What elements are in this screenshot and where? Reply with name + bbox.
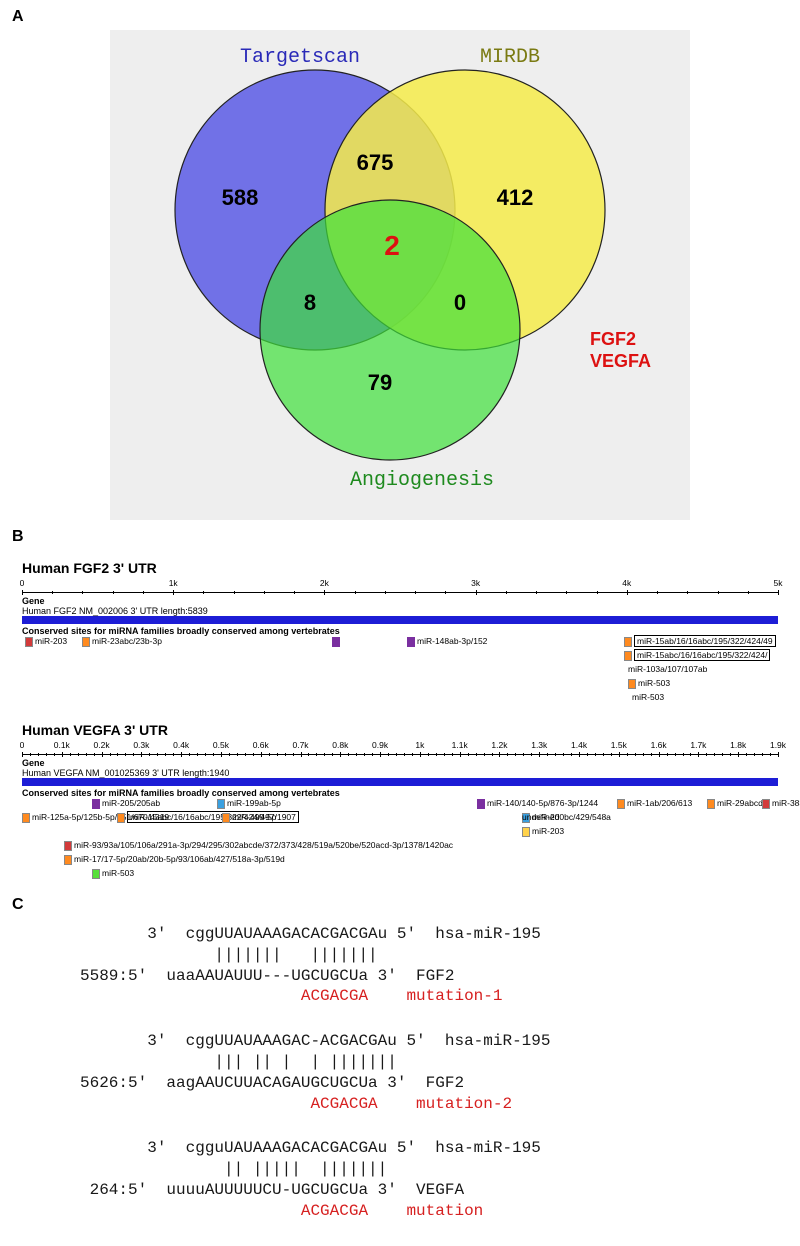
mir-site: miR-93/93a/105/106a/291a-3p/294/295/302a… [64,840,453,851]
venn-count: 0 [454,290,466,315]
mir-site: miR-203 [25,636,67,647]
axis-tick-label: 3k [471,578,480,588]
axis-tick-label: 1.2k [491,740,507,750]
mir-site: miR-383 [762,798,800,809]
fgf2-mir-tracks: miR-203 miR-23abc/23b-3p miR-148ab-3p/152 m… [22,636,778,706]
axis-tick-label: 0.8k [332,740,348,750]
mir-site: miR-503 [628,678,670,689]
axis-tick-label: 0.2k [94,740,110,750]
axis-tick-label: 1.5k [611,740,627,750]
vegfa-axis: 0 0.1k 0.2k 0.3k 0.4k 0.5k 0.6k 0.7k 0.8k 0.9k 1k 1… [22,740,778,758]
axis-tick-label: 0.9k [372,740,388,750]
mir-site: miR-499-5p [222,812,276,823]
venn-svg: Targetscan MIRDB Angiogenesis 588 675 412 2 8 0 7… [120,40,680,500]
axis-tick-label: 5k [774,578,783,588]
fgf2-axis: 01k2k3k4k5k [22,578,778,596]
venn-result-label: FGF2 [590,329,636,349]
gene-heading-v: Gene [22,758,778,768]
alignment-block: 3' cgguUAUAAAGACACGACGAu 5' hsa-miR-195 … [80,1138,720,1221]
mir-site: miR-503 [632,692,664,702]
vegfa-utr-section: Human VEGFA 3' UTR 0 0.1k 0.2k 0.3k 0.4k 0.5k… [0,712,800,888]
fgf2-gene-bar [22,616,778,624]
axis-tick-label: 0 [20,740,25,750]
axis-tick-label: 4k [622,578,631,588]
mir-site: miR-103a/107/107ab [628,664,707,674]
venn-count: 588 [222,185,259,210]
mir-site: miR-205/205ab [92,798,160,809]
mir-site: miR-23abc/23b-3p [82,636,162,647]
panel-c-label: C [12,896,800,914]
mir-site: miR-140/140-5p/876-3p/1244 [477,798,598,809]
venn-set-label: Targetscan [240,46,360,69]
axis-tick-label: 1.6k [651,740,667,750]
axis-tick-label: 1.7k [690,740,706,750]
venn-count: 675 [357,150,394,175]
axis-tick-label: 1.4k [571,740,587,750]
venn-set-label: Angiogenesis [350,469,494,492]
axis-tick-label: 1.8k [730,740,746,750]
vegfa-mir-tracks: miR-205/205ab miR-199ab-5p miR-140/140-5p/… [22,798,778,882]
axis-tick-label: 1k [169,578,178,588]
venn-count: 8 [304,290,316,315]
venn-count: 2 [384,230,400,261]
gene-heading: Gene [22,596,778,606]
vegfa-title: Human VEGFA 3' UTR [22,722,778,738]
alignment-section: 3' cggUUAUAAAGACACGACGAu 5' hsa-miR-195 … [80,924,720,1222]
axis-tick-label: 1.1k [452,740,468,750]
alignment-block: 3' cggUUAUAAAGAC-ACGACGAu 5' hsa-miR-195… [80,1031,720,1114]
venn-container: Targetscan MIRDB Angiogenesis 588 675 412 2 8 0 7… [110,30,690,520]
alignment-block: 3' cggUUAUAAAGACACGACGAu 5' hsa-miR-195 … [80,924,720,1007]
mir-site: miR-203 [522,826,564,837]
mir-site: miR-15ab/16/16abc/195/322/424/49 [624,636,776,647]
mir-site [332,636,342,647]
fgf2-utr-section: Human FGF2 3' UTR 0 1k 2k 3k 4k 5k Gene Human… [0,550,800,712]
axis-tick-label: 0.5k [213,740,229,750]
vegfa-gene-bar [22,778,778,786]
venn-count: 79 [368,370,392,395]
axis-tick-label: 0.3k [133,740,149,750]
axis-tick-label: 1k [415,740,424,750]
fgf2-title: Human FGF2 3' UTR [22,560,778,576]
panel-a-label: A [12,8,800,26]
mir-site: miR-15abc/16/16abc/195/322/424/ [624,650,770,661]
venn-count: 412 [497,185,534,210]
vegfa-gene-line: Human VEGFA NM_001025369 3' UTR length:1… [22,768,778,778]
axis-tick-label: 0.4k [173,740,189,750]
mir-site: miR-1ab/206/613 [617,798,692,809]
mir-site: miR-503 [92,868,134,879]
panel-b-label: B [12,528,800,546]
axis-tick-label: 0.6k [253,740,269,750]
axis-tick-label: 2k [320,578,329,588]
axis-tick-label: 1.3k [531,740,547,750]
axis-tick-label: 1.9k [770,740,786,750]
venn-result-label: VEGFA [590,351,651,371]
mir-site: miR-17/17-5p/20ab/20b-5p/93/106ab/427/51… [64,854,285,865]
axis-tick-label: 0.1k [54,740,70,750]
mir-site: undefined [522,812,559,822]
venn-set-label: MIRDB [480,46,540,69]
mir-site: miR-29abcd [707,798,763,809]
fgf2-gene-line: Human FGF2 NM_002006 3' UTR length:5839 [22,606,778,616]
mir-site: miR-199ab-5p [217,798,281,809]
vegfa-cons: Conserved sites for miRNA families broad… [22,788,778,798]
axis-tick-label: 0.7k [292,740,308,750]
axis-tick-label: 0 [20,578,25,588]
mir-site: miR-148ab-3p/152 [407,636,487,647]
